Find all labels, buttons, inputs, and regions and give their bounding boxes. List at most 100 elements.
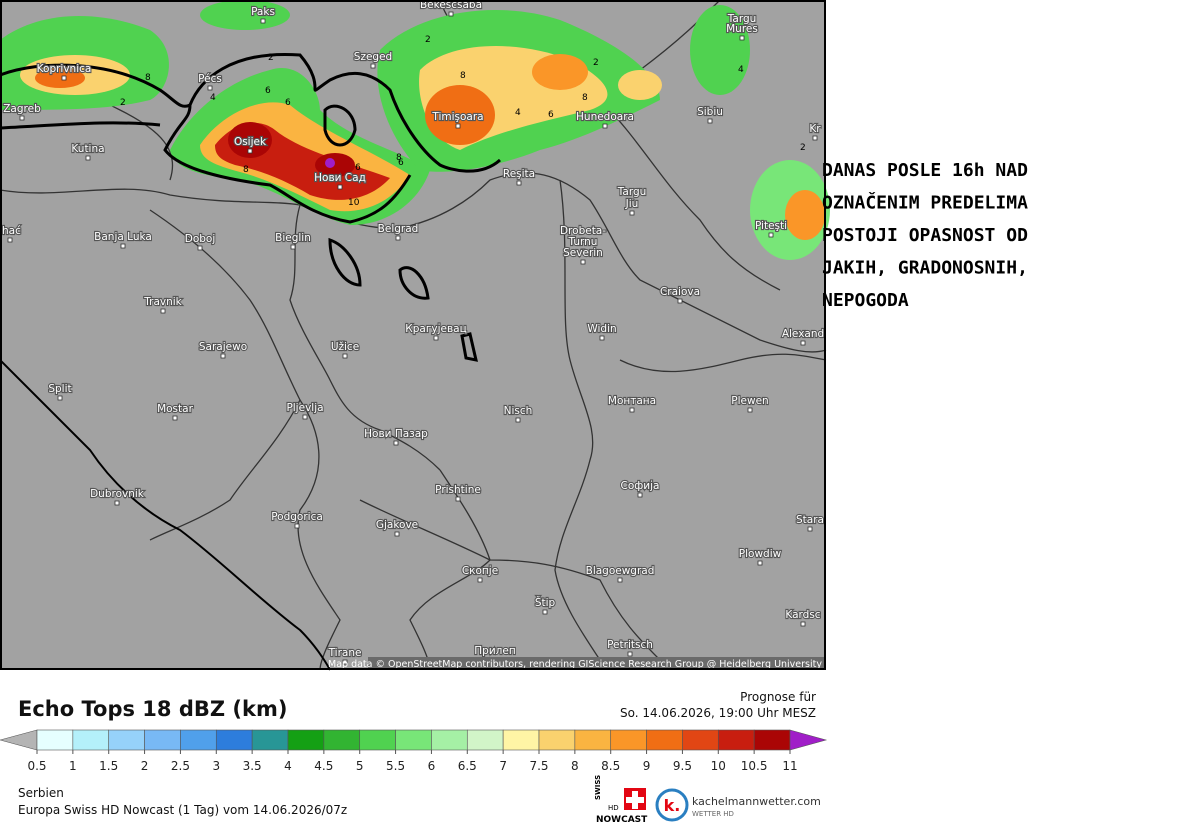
city-label: Drobeta-: [560, 225, 606, 237]
city-label: Békéscsaba: [420, 0, 482, 11]
legend-title: Echo Tops 18 dBZ (km): [18, 697, 287, 721]
city-dot: [7, 237, 13, 243]
city-label: Podgorica: [271, 511, 323, 523]
city-dot: [247, 148, 253, 154]
logo-wetterhd: WETTER HD: [692, 810, 734, 818]
city-dot: [393, 440, 399, 446]
city-label: Turnu: [568, 236, 598, 248]
legend-tick-label: 1.5: [99, 759, 118, 773]
city-label: Tirane: [328, 647, 362, 659]
legend-tick-label: 5: [356, 759, 364, 773]
city-dot: [395, 235, 401, 241]
map-frame: [0, 0, 826, 670]
city-dot: [800, 340, 806, 346]
legend-swatch: [646, 729, 683, 751]
legend-tick-label: 10.5: [741, 759, 768, 773]
city-label: Severin: [563, 247, 603, 259]
city-dot: [617, 577, 623, 583]
city-label: Piteşti: [755, 220, 787, 232]
legend-tick-label: 4: [284, 759, 292, 773]
city-dot: [580, 259, 586, 265]
city-dot: [677, 298, 683, 304]
legend-tick-label: 11: [782, 759, 797, 773]
city-dot: [172, 415, 178, 421]
legend-swatch: [538, 729, 576, 751]
city-dot: [302, 414, 308, 420]
city-label: Doboj: [185, 233, 216, 245]
annotation-line: DANAS POSLE 16h NAD: [822, 160, 1028, 181]
city-dot: [800, 621, 806, 627]
city-dot: [602, 123, 608, 129]
attribution: Map data © OpenStreetMap contributors, r…: [328, 659, 822, 670]
city-dot: [57, 395, 63, 401]
city-dot: [260, 18, 266, 24]
contour-label: 4: [515, 108, 521, 118]
forecast-time: So. 14.06.2026, 19:00 Uhr MESZ: [620, 706, 816, 720]
annotation-line: OZNAČENIM PREDELIMA: [822, 192, 1028, 214]
kachelmann-logo: [655, 788, 689, 822]
city-dot: [515, 417, 521, 423]
annotation-line: NEPOGODA: [822, 290, 909, 311]
city-label: Kr: [809, 123, 821, 135]
city-label: Plewen: [731, 395, 768, 407]
legend-swatch: [753, 729, 791, 751]
contour-label: 2: [120, 98, 126, 108]
city-label: Banja Luka: [94, 231, 152, 243]
city-label: Pljevlja: [286, 402, 323, 414]
legend-swatch: [466, 729, 504, 751]
legend-tick-label: 6: [428, 759, 436, 773]
city-label: Reşita: [503, 168, 535, 180]
city-dot: [160, 308, 166, 314]
legend-tick-label: 0.5: [27, 759, 46, 773]
city-label: Craiova: [660, 286, 700, 298]
forecast-label: Prognose für: [740, 690, 816, 704]
city-label: Travnik: [143, 296, 182, 308]
city-dot: [757, 560, 763, 566]
city-dot: [812, 135, 818, 141]
city-dot: [739, 25, 745, 31]
contour-label: 2: [425, 35, 431, 45]
city-dot: [455, 496, 461, 502]
city-label: Alexand: [782, 328, 824, 340]
contour-label: 6: [548, 110, 554, 120]
contour-label: 8: [396, 153, 402, 163]
city-label: Kardsc: [785, 609, 820, 621]
legend-tick-label: 6.5: [458, 759, 477, 773]
contour-label: 4: [210, 93, 216, 103]
legend-swatch: [395, 729, 432, 751]
legend-swatch: [323, 729, 361, 751]
city-label: Štip: [535, 596, 556, 609]
cities: PaksBékéscsabaTarguMuresKoprivnicaPécsSz…: [0, 0, 825, 665]
legend-bar: 0.5 1 1.5 2 2.5 3 3.5 4 4.5 5 5.5 6 6.5 7 7.5 8 8.5 9 9.5 1…: [0, 729, 828, 773]
city-dot: [807, 526, 813, 532]
city-label: Скопје: [462, 565, 498, 577]
city-dot: [85, 155, 91, 161]
city-dot: [337, 184, 343, 190]
city-label: Stara: [796, 514, 824, 526]
legend-swatch: [287, 729, 325, 751]
city-dot: [394, 531, 400, 537]
legend-swatch: [251, 729, 289, 751]
contour-label: 8: [243, 165, 249, 175]
city-dot: [114, 500, 120, 506]
city-label: Targu: [617, 186, 647, 198]
city-label: Pécs: [198, 73, 222, 85]
legend-swatch: [502, 729, 540, 751]
contour-label: 8: [460, 71, 466, 81]
city-label: Szeged: [354, 51, 392, 63]
legend-swatch: [72, 729, 110, 751]
swiss-cross: [626, 791, 644, 809]
contour-label: 4: [738, 65, 744, 75]
legend-swatch: [574, 729, 612, 751]
city-dot: [516, 180, 522, 186]
city-label: Kutina: [71, 143, 104, 155]
city-label: Софија: [621, 480, 660, 492]
contour-label: 6: [265, 86, 271, 96]
city-dot: [207, 85, 213, 91]
city-label: Prishtine: [435, 484, 481, 496]
city-dot: [197, 245, 203, 251]
city-label: Gjakove: [376, 519, 418, 531]
legend-tick-label: 8: [571, 759, 579, 773]
city-label: Mures: [726, 23, 758, 35]
